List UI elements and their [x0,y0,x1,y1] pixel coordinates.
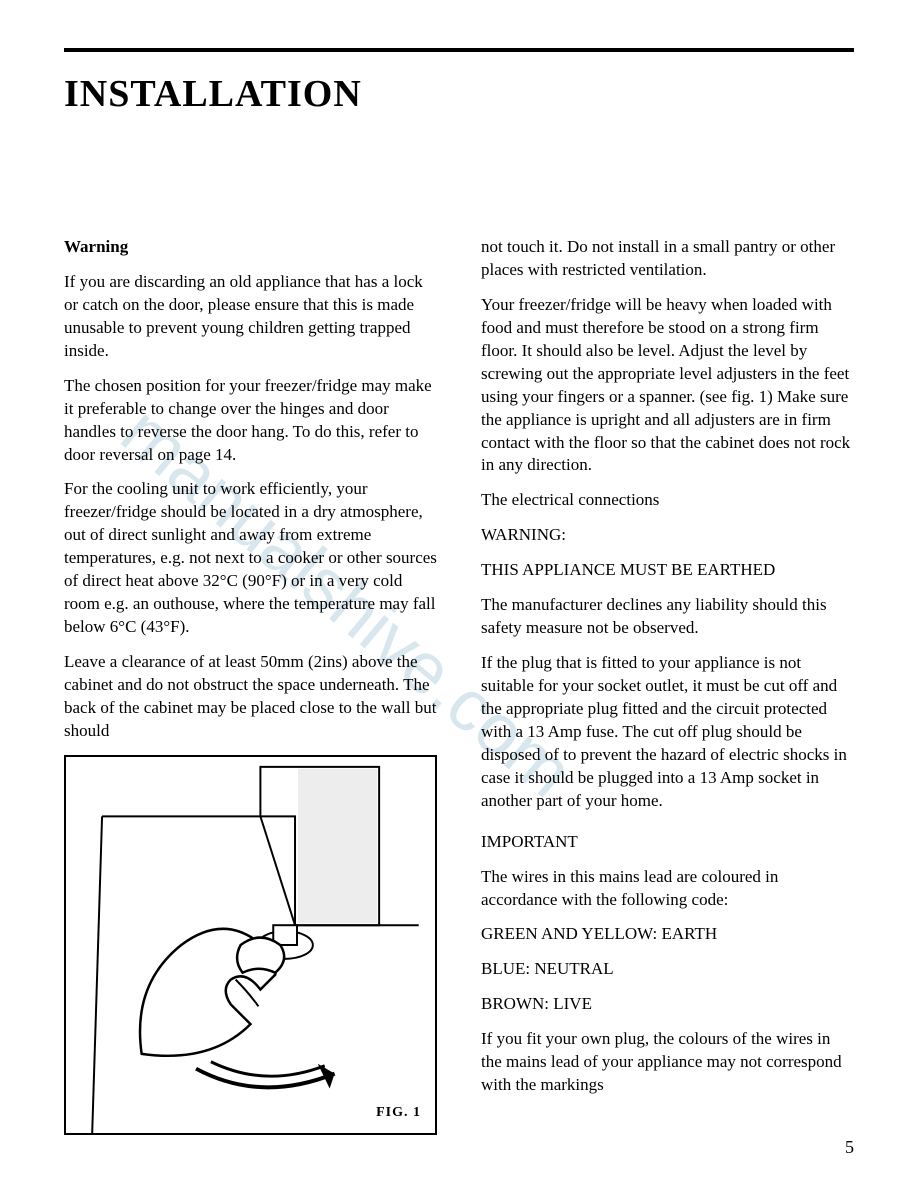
top-rule [64,48,854,52]
figure-1: FIG. 1 [64,755,437,1135]
important-heading: IMPORTANT [481,831,854,854]
left-para-3: For the cooling unit to work efficiently… [64,478,437,639]
elec-line-2: WARNING: [481,524,854,547]
left-para-1: If you are discarding an old appliance t… [64,271,437,363]
right-para-4: The manufacturer declines any liability … [481,594,854,640]
figure-label: FIG. 1 [376,1104,421,1123]
page-title: INSTALLATION [64,72,854,116]
right-para-6: The wires in this mains lead are coloure… [481,866,854,912]
right-column: not touch it. Do not install in a small … [481,236,854,1135]
wire-color-2: BLUE: NEUTRAL [481,958,854,981]
right-para-2: Your freezer/fridge will be heavy when l… [481,294,854,478]
left-para-4: Leave a clearance of at least 50mm (2ins… [64,651,437,743]
right-para-7: If you fit your own plug, the colours of… [481,1028,854,1097]
right-para-1: not touch it. Do not install in a small … [481,236,854,282]
elec-line-1: The electrical connections [481,489,854,512]
page-number: 5 [845,1137,854,1158]
warning-heading: Warning [64,236,437,259]
figure-illustration [66,757,435,1133]
left-para-2: The chosen position for your freezer/fri… [64,375,437,467]
wire-color-3: BROWN: LIVE [481,993,854,1016]
two-column-layout: Warning If you are discarding an old app… [64,236,854,1135]
right-para-5: If the plug that is fitted to your appli… [481,652,854,813]
elec-line-3: THIS APPLIANCE MUST BE EARTHED [481,559,854,582]
left-column: Warning If you are discarding an old app… [64,236,437,1135]
wire-color-1: GREEN AND YELLOW: EARTH [481,923,854,946]
